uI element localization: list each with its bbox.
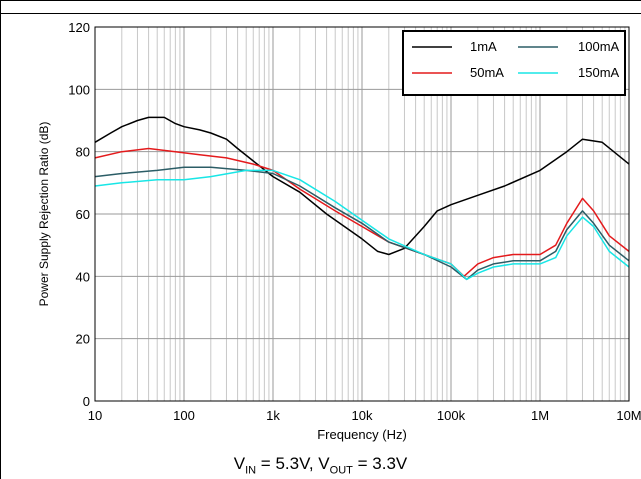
series-line-150mA [94,169,630,281]
series-line-1mA [94,116,630,256]
x-tick-label: 100k [437,408,466,423]
plot-border [94,26,630,402]
y-tick-label: 120 [68,20,90,35]
caption-mid: = 5.3V, V [256,454,330,473]
caption-out-subscript: OUT [329,464,353,477]
legend-label-1mA: 1mA [470,39,497,54]
legend: 1mA 100mA 50mA 150mA [402,30,626,96]
caption-v-in: V [233,454,246,473]
legend-box [402,30,626,96]
legend-label-150mA: 150mA [578,65,620,80]
y-tick-labels: 0 20 40 60 80 100 120 [68,20,90,409]
legend-label-50mA: 50mA [470,65,504,80]
x-tick-label: 1k [266,408,280,423]
x-tick-label: 1M [531,408,549,423]
caption-end: = 3.3V [352,454,408,473]
y-tick-label: 60 [76,207,90,222]
grid-lines [94,26,629,402]
y-tick-label: 20 [76,332,90,347]
figure-top-band [0,0,641,14]
series-line-100mA [94,166,630,281]
x-tick-label: 10M [616,408,641,423]
caption-in-subscript: IN [245,464,257,477]
x-tick-label: 100 [173,408,195,423]
legend-label-100mA: 100mA [578,39,620,54]
figure-caption: VIN = 5.3V, VOUT = 3.3V [0,454,641,476]
y-tick-label: 0 [83,394,90,409]
x-tick-label: 10k [352,408,373,423]
series-layer [94,116,630,281]
x-axis-label: Frequency (Hz) [317,427,407,442]
x-tick-label: 10 [88,408,102,423]
y-tick-label: 100 [68,82,90,97]
x-tick-labels: 10 100 1k 10k 100k 1M 10M [88,408,641,423]
y-tick-label: 40 [76,269,90,284]
y-tick-label: 80 [76,145,90,160]
y-axis-label: Power Supply Rejection Ratio (dB) [37,122,51,307]
